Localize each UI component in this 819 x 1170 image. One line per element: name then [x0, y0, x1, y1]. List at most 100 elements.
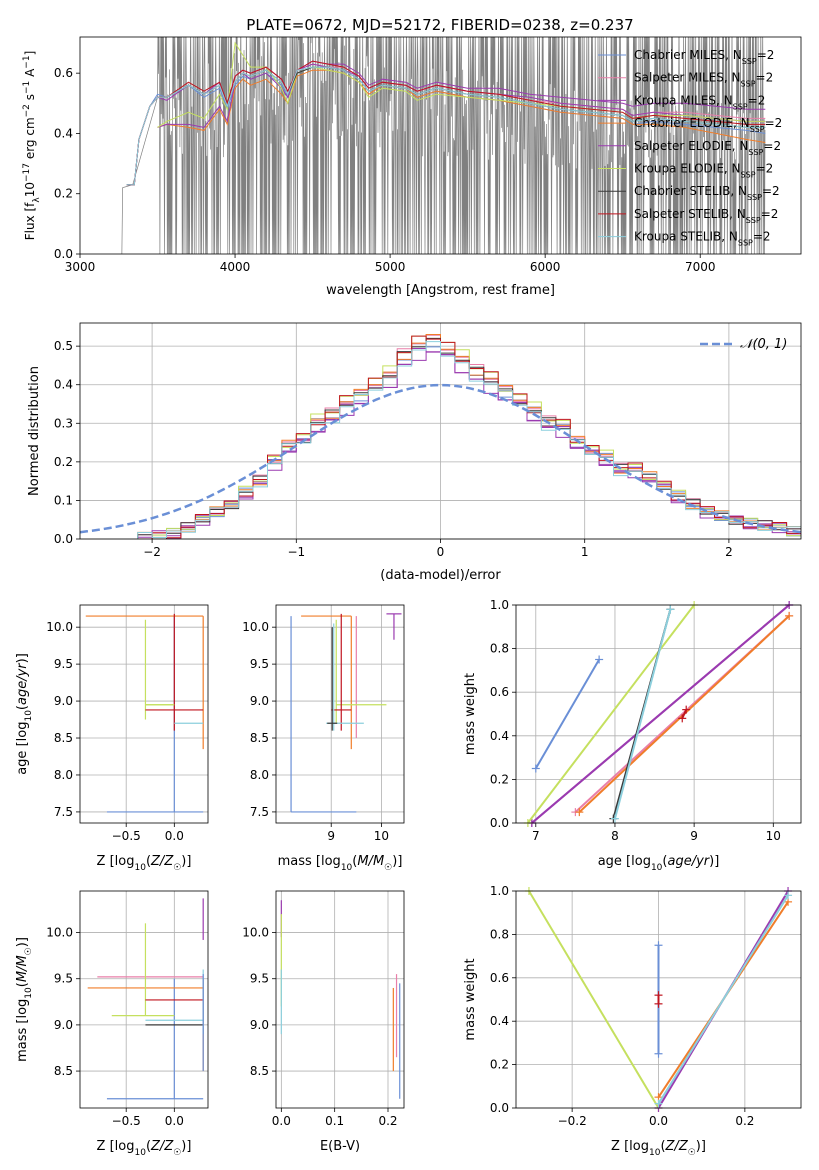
x-tick-label: 0.2 — [735, 1114, 754, 1128]
y-tick-label: 0.8 — [490, 927, 509, 941]
legend-label: Chabrier ELODIE, NSSP=2 — [634, 116, 782, 134]
y-tick-label: 1.0 — [490, 884, 509, 898]
y-axis-label-part: 10 — [23, 182, 37, 197]
label-part: ( — [146, 854, 151, 869]
legend-label-suffix: =2 — [761, 207, 779, 221]
mass-vs-Z-panel: −0.5 0.08.59.09.510.0Z [log10(Z/Z☉)]mass … — [15, 890, 209, 1158]
observed-spectrum-line — [121, 37, 766, 254]
y-tick-label: 7.5 — [250, 805, 269, 819]
axes-frame — [79, 36, 802, 255]
y-tick-label: 0.5 — [54, 339, 73, 353]
massweight-vs-Z-plot-area — [524, 887, 793, 1112]
label-part: log — [631, 854, 651, 869]
y-axis-label: mass [log10(M/M☉)] — [15, 937, 34, 1062]
legend-label: Kroupa MILES, NSSP=2 — [634, 93, 765, 111]
label-part: )] — [696, 1139, 706, 1154]
weight-line — [681, 709, 688, 719]
y-tick-label: 10.0 — [46, 926, 73, 940]
label-sub: 10 — [24, 987, 34, 999]
label-part: )] — [709, 854, 719, 869]
label-part: )] — [181, 1139, 191, 1154]
gaussian-curve — [80, 383, 801, 534]
label-part: age/yr — [667, 854, 710, 869]
label-sub: ☉ — [173, 863, 181, 873]
y-axis-label: mass weight — [463, 958, 478, 1040]
label-part: ( — [660, 1139, 665, 1154]
legend-label-main: Kroupa MILES, N — [634, 93, 733, 107]
histogram-kroupa-stelib — [137, 341, 801, 539]
label-sub: 10 — [134, 863, 146, 873]
label-part: log — [115, 1139, 135, 1154]
y-tick-label: 10.0 — [242, 620, 269, 634]
y-tick-label: 9.0 — [250, 694, 269, 708]
y-axis-label-part: −1 — [22, 81, 32, 94]
x-tick-label: 10 — [766, 829, 781, 843]
x-tick-label: 0 — [437, 545, 445, 559]
legend-label-main: Salpeter MILES, N — [634, 71, 741, 85]
y-tick-label: 0.0 — [54, 532, 73, 546]
x-tick-label: −1 — [287, 545, 305, 559]
y-tick-label: 0.2 — [54, 455, 73, 469]
weight-line — [528, 890, 660, 1109]
legend-label-main: Kroupa ELODIE, N — [634, 162, 741, 176]
y-tick-label: 0.1 — [54, 493, 73, 507]
label-part: Z [ — [97, 1139, 115, 1154]
legend-label: Salpeter MILES, NSSP=2 — [634, 71, 773, 89]
y-tick-label: 7.5 — [54, 805, 73, 819]
x-tick-label: 2 — [725, 545, 733, 559]
label-part: mass [ — [15, 1019, 30, 1062]
legend-label: Kroupa STELIB, NSSP=2 — [634, 230, 771, 248]
label-part: age [ — [598, 854, 631, 869]
y-tick-label: 9.0 — [54, 1018, 73, 1032]
x-tick-label: 7 — [532, 829, 540, 843]
legend-label: 𝒩(0, 1) — [740, 337, 787, 352]
mass-vs-ebv-plot-area — [280, 900, 401, 1099]
weight-line — [534, 658, 600, 770]
legend-label-main: Chabrier MILES, N — [634, 48, 742, 62]
residuals-plot-area — [80, 334, 801, 539]
x-axis-label: wavelength [Angstrom, rest frame] — [326, 283, 555, 298]
label-part: log — [15, 999, 30, 1019]
x-tick-label: 0.1 — [325, 1114, 344, 1128]
x-axis-label: E(B-V) — [320, 1139, 360, 1154]
x-axis-label: (data-model)/error — [380, 568, 501, 583]
y-tick-label: 9.5 — [250, 657, 269, 671]
x-tick-label: 0.0 — [165, 829, 184, 843]
label-sub: ☉ — [173, 1148, 181, 1158]
label-part: M/ — [15, 965, 30, 982]
legend-label-suffix: =2 — [763, 139, 781, 153]
label-part: ( — [15, 982, 30, 987]
label-part: )] — [15, 937, 30, 947]
y-axis-label-part: Flux [f — [23, 202, 37, 240]
axes-frame — [275, 890, 405, 1109]
y-tick-label: 9.5 — [54, 972, 73, 986]
legend-label: Salpeter ELODIE, NSSP=2 — [634, 139, 781, 157]
legend-label-sub: SSP — [741, 79, 756, 88]
y-tick-label: 0.2 — [490, 772, 509, 786]
label-part: Z — [163, 854, 174, 869]
y-axis-label: Normed distribution — [27, 366, 42, 496]
label-part: log — [15, 722, 30, 742]
y-tick-label: 9.0 — [250, 1018, 269, 1032]
label-part: log — [629, 1139, 649, 1154]
y-axis-label: mass weight — [463, 673, 478, 755]
y-axis-label-part: ] — [23, 51, 37, 56]
x-tick-label: −0.5 — [112, 829, 141, 843]
x-axis-label: Z [log10(Z/Z☉)] — [611, 1139, 706, 1158]
y-tick-label: 9.0 — [54, 694, 73, 708]
axes-frame — [275, 604, 405, 824]
x-tick-label: 8 — [611, 829, 619, 843]
legend-label-suffix: =2 — [748, 93, 766, 107]
legend-label-suffix: =2 — [756, 71, 774, 85]
y-tick-label: 10.0 — [242, 926, 269, 940]
y-tick-label: 0.0 — [54, 247, 73, 261]
label-sub: ☉ — [24, 947, 34, 955]
legend-label-sub: SSP — [738, 238, 753, 247]
x-tick-label: 9 — [690, 829, 698, 843]
model-line-chabrier-elodie — [157, 69, 766, 143]
x-tick-label: 7000 — [685, 260, 716, 274]
legend-label-suffix: =2 — [762, 184, 780, 198]
label-part: age [ — [15, 741, 30, 774]
